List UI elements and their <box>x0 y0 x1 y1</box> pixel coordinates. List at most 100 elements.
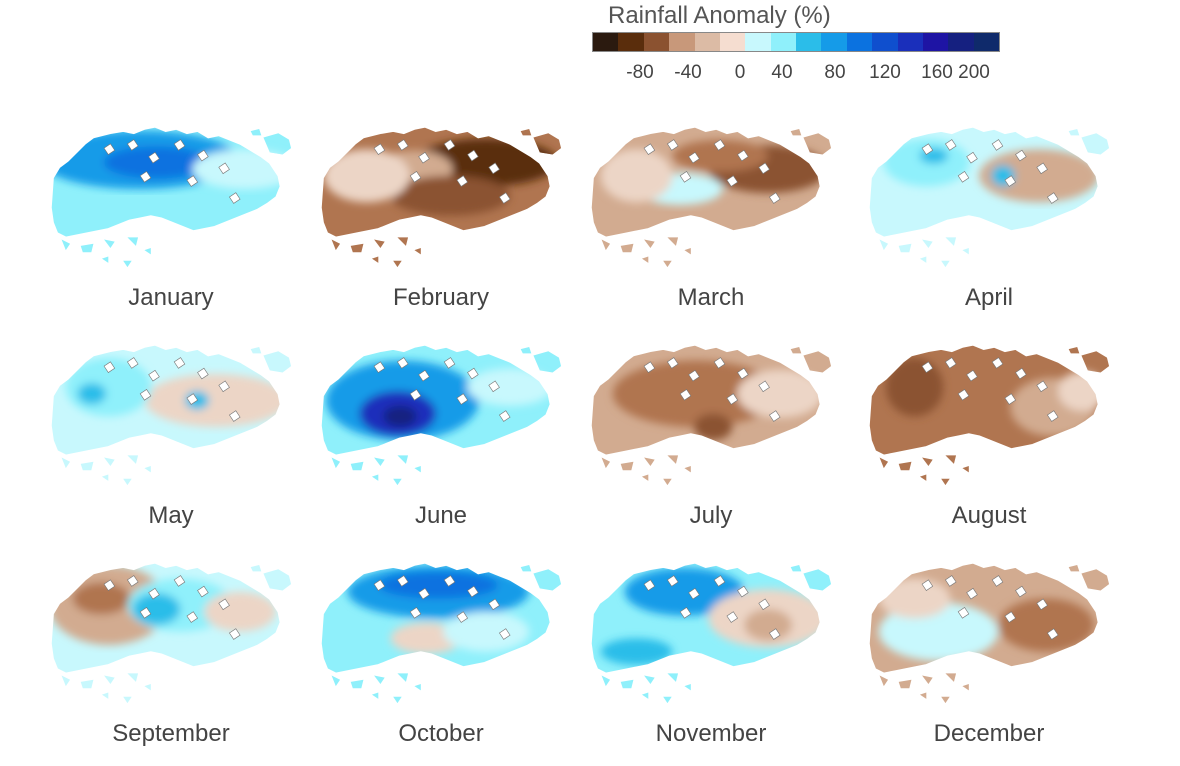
reservoir <box>666 575 679 587</box>
reservoir <box>139 171 152 183</box>
reservoir <box>991 139 1004 151</box>
reservoir <box>1036 162 1048 175</box>
reservoir <box>139 607 152 619</box>
reservoir <box>498 628 511 640</box>
anomaly-contour <box>672 139 769 172</box>
reservoir <box>218 162 230 175</box>
anomaly-contour <box>998 598 1094 652</box>
reservoir <box>688 151 700 164</box>
reservoir <box>643 579 656 591</box>
coastline <box>50 562 282 675</box>
map-panel-june: June <box>306 330 576 548</box>
reservoir <box>186 393 199 405</box>
colorbar-tick-label: -40 <box>674 62 702 83</box>
reservoir <box>679 171 692 183</box>
reservoir <box>186 611 199 623</box>
reservoir <box>218 598 230 611</box>
colorbar-swatch <box>669 33 695 51</box>
rainfall-anomaly-map <box>868 562 1110 704</box>
colorbar-tick-label: 40 <box>771 62 793 83</box>
reservoir <box>173 575 186 587</box>
anomaly-contour <box>390 175 511 216</box>
reservoir <box>1036 380 1048 393</box>
map-panel-august: August <box>854 330 1124 548</box>
anomaly-contour <box>443 611 530 652</box>
reservoir <box>373 361 386 373</box>
colorbar-swatch <box>643 33 670 51</box>
anomaly-contour <box>323 149 410 203</box>
reservoir <box>456 175 469 187</box>
colorbar-swatch <box>593 33 619 51</box>
reservoir <box>966 151 978 164</box>
reservoir <box>921 143 934 155</box>
coastline <box>320 126 552 239</box>
reservoir <box>1015 367 1027 380</box>
reservoir <box>488 380 500 393</box>
legend-title: Rainfall Anomaly (%) <box>608 2 831 29</box>
reservoir <box>139 389 152 401</box>
rainfall-anomaly-map <box>320 562 562 704</box>
map-panel-may: May <box>36 330 306 548</box>
colorbar-swatch <box>973 33 999 51</box>
colorbar-ticks: -80 -40 0 40 80 120 160 200 <box>592 62 1000 86</box>
reservoir <box>488 162 500 175</box>
colorbar <box>592 32 1000 52</box>
reservoir <box>103 143 116 155</box>
reservoir <box>409 171 422 183</box>
rainfall-anomaly-map <box>320 344 562 486</box>
month-label: August <box>951 502 1027 529</box>
reservoir <box>197 367 209 380</box>
reservoir <box>737 367 749 380</box>
reservoir <box>373 579 386 591</box>
reservoir <box>688 369 700 382</box>
reservoir <box>396 139 409 151</box>
reservoir <box>944 575 957 587</box>
rainfall-anomaly-map <box>50 344 292 486</box>
colorbar-swatch <box>745 33 771 51</box>
reservoir <box>228 410 241 422</box>
map-panel-march: March <box>576 112 846 330</box>
anomaly-contour <box>132 593 181 626</box>
month-label: May <box>148 502 194 529</box>
reservoir <box>679 389 692 401</box>
reservoir <box>726 611 739 623</box>
reservoir <box>498 410 511 422</box>
colorbar-swatch <box>846 33 873 51</box>
reservoir <box>467 585 479 598</box>
month-label: April <box>964 284 1013 311</box>
reservoir <box>1004 611 1017 623</box>
reservoir <box>726 175 739 187</box>
reservoir <box>957 389 970 401</box>
reservoir <box>443 139 456 151</box>
month-label: June <box>414 502 468 529</box>
reservoir <box>944 139 957 151</box>
rainfall-anomaly-map <box>868 344 1110 486</box>
month-label: December <box>933 720 1045 747</box>
reservoir <box>456 393 469 405</box>
colorbar-tick-label: -80 <box>626 62 654 83</box>
colorbar-swatch <box>694 33 720 51</box>
month-label: November <box>655 720 767 747</box>
reservoir <box>768 192 781 204</box>
colorbar-swatch <box>618 33 644 51</box>
reservoir <box>173 357 186 369</box>
reservoir <box>737 149 749 162</box>
reservoir <box>713 139 726 151</box>
month-label: July <box>689 502 733 529</box>
month-label: February <box>392 284 490 311</box>
reservoir <box>443 357 456 369</box>
month-label: September <box>112 720 230 747</box>
reservoir <box>218 380 230 393</box>
map-panel-october: October <box>306 548 576 766</box>
reservoir <box>373 143 386 155</box>
colorbar-swatch <box>821 33 847 51</box>
reservoir <box>921 361 934 373</box>
map-panel-september: September <box>36 548 306 766</box>
map-base-fill <box>868 126 1110 268</box>
reservoir <box>197 585 209 598</box>
colorbar-swatch <box>897 33 923 51</box>
reservoir <box>396 575 409 587</box>
coastline <box>868 562 1100 675</box>
colorbar-swatch <box>872 33 898 51</box>
rainfall-anomaly-map <box>320 126 562 268</box>
